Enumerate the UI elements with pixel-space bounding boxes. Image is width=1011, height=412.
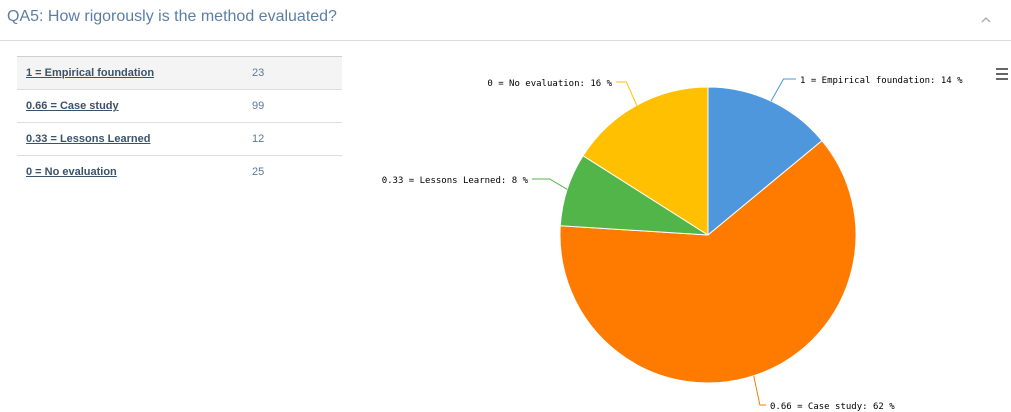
table-row: 0.33 = Lessons Learned 12 bbox=[17, 122, 342, 156]
data-label: 0.33 = Lessons Learned: 8 % bbox=[382, 176, 529, 186]
label-connector bbox=[753, 375, 766, 406]
table-row: 1 = Empirical foundation 23 bbox=[17, 56, 342, 90]
pie-slice[interactable] bbox=[582, 86, 709, 236]
answer-count: 25 bbox=[252, 155, 342, 188]
data-label: 0.66 = Case study: 62 % bbox=[770, 402, 895, 412]
hamburger-menu-icon[interactable] bbox=[996, 68, 1010, 80]
table-row: 0 = No evaluation 25 bbox=[17, 155, 342, 188]
panel-header: QA5: How rigorously is the method evalua… bbox=[0, 0, 1011, 41]
answers-table: 1 = Empirical foundation 23 0.66 = Case … bbox=[17, 56, 342, 188]
data-label: 1 = Empirical foundation: 14 % bbox=[800, 76, 963, 86]
data-label: 0 = No evaluation: 16 % bbox=[487, 79, 612, 89]
answer-link-no-evaluation[interactable]: 0 = No evaluation bbox=[26, 166, 117, 178]
label-connector bbox=[616, 81, 638, 106]
table-row: 0.66 = Case study 99 bbox=[17, 89, 342, 123]
answer-link-empirical-foundation[interactable]: 1 = Empirical foundation bbox=[26, 67, 155, 79]
pie-slice[interactable] bbox=[707, 86, 823, 237]
label-connector bbox=[770, 78, 796, 102]
answer-count: 99 bbox=[252, 89, 342, 123]
panel-title: QA5: How rigorously is the method evalua… bbox=[7, 8, 337, 25]
answer-count: 23 bbox=[252, 56, 342, 90]
pie-slice[interactable] bbox=[559, 139, 857, 384]
label-connector bbox=[532, 178, 568, 190]
answer-link-lessons-learned[interactable]: 0.33 = Lessons Learned bbox=[26, 133, 151, 145]
answer-link-case-study[interactable]: 0.66 = Case study bbox=[26, 100, 119, 112]
answer-count: 12 bbox=[252, 122, 342, 156]
chevron-up-icon[interactable] bbox=[976, 10, 996, 30]
